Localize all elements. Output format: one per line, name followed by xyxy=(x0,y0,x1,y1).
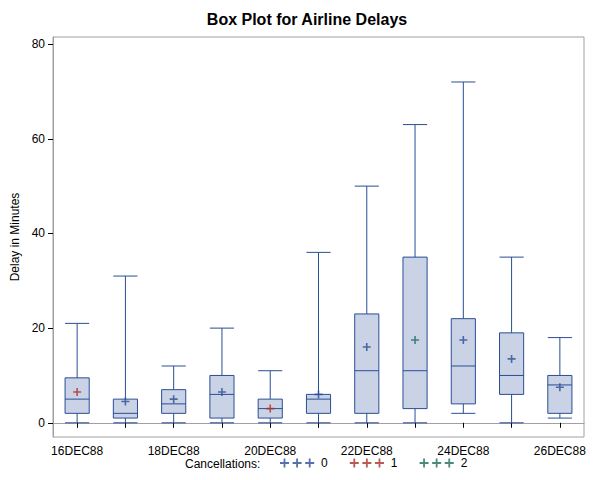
svg-text:1: 1 xyxy=(391,456,398,470)
svg-text:20: 20 xyxy=(32,321,46,335)
svg-text:18DEC88: 18DEC88 xyxy=(148,444,200,458)
svg-text:16DEC88: 16DEC88 xyxy=(51,444,103,458)
svg-text:Box Plot for Airline Delays: Box Plot for Airline Delays xyxy=(207,11,407,28)
svg-text:60: 60 xyxy=(32,132,46,146)
svg-text:0: 0 xyxy=(38,416,45,430)
svg-text:22DEC88: 22DEC88 xyxy=(341,444,393,458)
svg-text:Cancellations:: Cancellations: xyxy=(185,457,260,471)
svg-text:40: 40 xyxy=(32,226,46,240)
svg-text:0: 0 xyxy=(321,456,328,470)
svg-text:20DEC88: 20DEC88 xyxy=(244,444,296,458)
svg-text:2: 2 xyxy=(461,456,468,470)
svg-text:80: 80 xyxy=(32,37,46,51)
svg-text:Delay in Minutes: Delay in Minutes xyxy=(8,193,22,282)
svg-text:26DEC88: 26DEC88 xyxy=(534,444,586,458)
svg-text:24DEC88: 24DEC88 xyxy=(437,444,490,458)
